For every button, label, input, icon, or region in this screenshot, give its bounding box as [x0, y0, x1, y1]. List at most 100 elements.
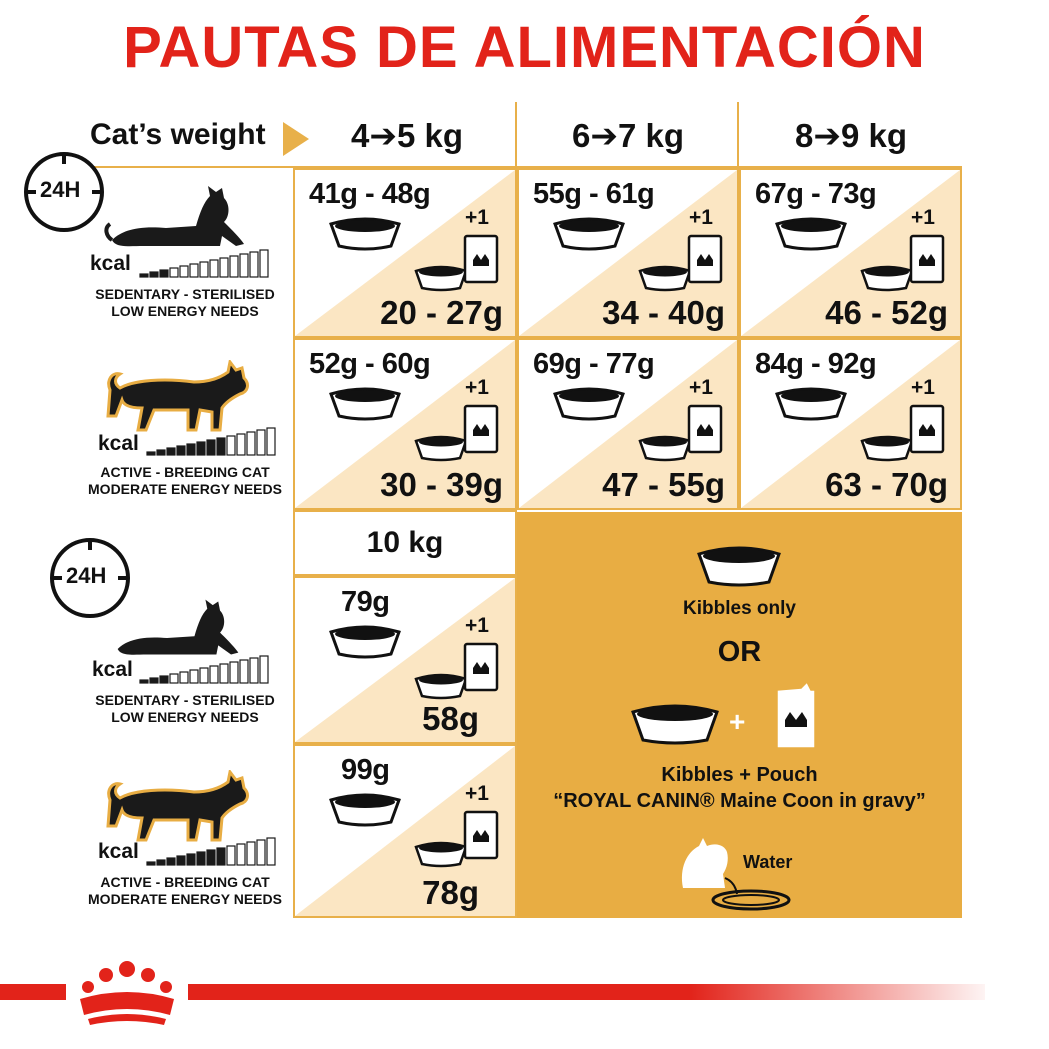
kibble-bowl-small-icon	[860, 435, 914, 462]
royal-canin-crown-logo	[66, 955, 188, 1035]
walking-cat-icon	[106, 770, 249, 842]
cell-triangle-bg	[295, 340, 515, 508]
pouch-icon	[463, 404, 499, 454]
wet-amount: 58g	[422, 700, 479, 737]
kibble-bowl-icon	[775, 387, 847, 421]
pouch-icon	[687, 234, 723, 284]
wet-amount: 78g	[422, 874, 479, 911]
dry-amount: 41g - 48g	[309, 178, 431, 210]
weight-column-10: 10 kg	[366, 526, 444, 559]
lying-cat-icon	[117, 599, 239, 655]
wet-amount: 20 - 27g	[380, 294, 503, 331]
plus-one-label: +1	[689, 376, 713, 399]
weight-column-4-5: 4➔5 kg	[350, 117, 464, 154]
header-divider	[515, 102, 517, 168]
plus-one-label: +1	[911, 376, 935, 399]
dry-amount: 67g - 73g	[755, 178, 877, 210]
or-label: OR	[717, 636, 762, 668]
ration-cell: 41g - 48g +1 20 - 27g	[293, 168, 517, 338]
kibbles-pouch-label: Kibbles + Pouch	[661, 764, 818, 786]
clock-label: 24H	[66, 563, 107, 588]
kibble-bowl-icon	[329, 217, 401, 251]
kibble-bowl-icon	[697, 546, 781, 587]
pouch-icon	[909, 404, 945, 454]
plus-one-label: +1	[689, 206, 713, 229]
profile-line1: SEDENTARY - STERILISED	[95, 286, 275, 302]
kibble-bowl-small-icon	[860, 265, 914, 292]
profile-line2: LOW ENERGY NEEDS	[111, 303, 259, 319]
profile-line2: LOW ENERGY NEEDS	[111, 709, 259, 725]
profile-description: ACTIVE - BREEDING CAT MODERATE ENERGY NE…	[60, 464, 310, 498]
ration-cell: 99g +1 78g	[293, 744, 517, 918]
product-name-label: “ROYAL CANIN® Maine Coon in gravy”	[553, 790, 926, 812]
pouch-icon	[909, 234, 945, 284]
cell-triangle-bg	[741, 170, 960, 336]
cell-triangle-bg	[741, 340, 960, 508]
kibble-bowl-icon	[631, 704, 719, 745]
weight-column-10-cell: 10 kg	[293, 510, 517, 576]
ration-cell: 67g - 73g +1 46 - 52g	[739, 168, 962, 338]
clock-24h-icon	[24, 152, 104, 232]
plus-one-label: +1	[465, 782, 489, 805]
plus-label: +	[729, 706, 746, 737]
profile-line2: MODERATE ENERGY NEEDS	[88, 891, 282, 907]
kcal-label: kcal	[98, 840, 139, 863]
dry-amount: 69g - 77g	[533, 348, 655, 380]
kibble-bowl-small-icon	[414, 265, 468, 292]
dry-amount: 99g	[341, 754, 390, 786]
walking-cat-icon	[106, 360, 249, 432]
header-divider	[737, 102, 739, 168]
dry-amount: 55g - 61g	[533, 178, 655, 210]
kibble-bowl-icon	[553, 387, 625, 421]
kcal-label: kcal	[90, 252, 131, 275]
pouch-icon	[687, 404, 723, 454]
profile-line1: ACTIVE - BREEDING CAT	[100, 874, 270, 890]
cat-drinking-water-icon	[681, 838, 791, 911]
kibble-bowl-icon	[329, 625, 401, 659]
profile-line1: ACTIVE - BREEDING CAT	[100, 464, 270, 480]
plus-one-label: +1	[911, 206, 935, 229]
ration-cell: 55g - 61g +1 34 - 40g	[517, 168, 739, 338]
kibble-bowl-small-icon	[414, 435, 468, 462]
legend-panel: Kibbles only OR + Kibbles + Pouch “ROYAL…	[517, 512, 962, 918]
cell-triangle-bg	[519, 170, 737, 336]
wet-amount: 30 - 39g	[380, 466, 503, 503]
kibble-bowl-icon	[775, 217, 847, 251]
dry-amount: 52g - 60g	[309, 348, 431, 380]
kcal-label: kcal	[98, 432, 139, 455]
profile-description: SEDENTARY - STERILISED LOW ENERGY NEEDS	[60, 692, 310, 726]
kibbles-only-label: Kibbles only	[683, 598, 796, 619]
plus-one-label: +1	[465, 376, 489, 399]
clock-24h-icon	[50, 538, 130, 618]
energy-bars-low-icon	[139, 655, 269, 684]
cell-triangle-bg	[295, 170, 515, 336]
cell-triangle-bg	[295, 746, 515, 916]
kibble-bowl-icon	[329, 793, 401, 827]
ration-cell: 84g - 92g +1 63 - 70g	[739, 338, 962, 510]
ration-cell: 52g - 60g +1 30 - 39g	[293, 338, 517, 510]
wet-amount: 46 - 52g	[825, 294, 948, 331]
plus-one-label: +1	[465, 206, 489, 229]
plus-one-label: +1	[465, 614, 489, 637]
dry-amount: 79g	[341, 586, 390, 618]
water-label: Water	[743, 852, 793, 872]
clock-label: 24H	[40, 177, 81, 202]
profile-description: ACTIVE - BREEDING CAT MODERATE ENERGY NE…	[60, 874, 310, 908]
ration-cell: 69g - 77g +1 47 - 55g	[517, 338, 739, 510]
pouch-icon	[463, 234, 499, 284]
cell-triangle-bg	[519, 340, 737, 508]
profile-line2: MODERATE ENERGY NEEDS	[88, 481, 282, 497]
ration-cell: 79g +1 58g	[293, 576, 517, 744]
lying-cat-icon	[104, 186, 244, 247]
kibble-bowl-small-icon	[414, 841, 468, 868]
play-arrow-icon	[283, 122, 309, 156]
header-rule	[80, 166, 962, 168]
energy-bars-moderate-icon	[146, 837, 276, 866]
energy-bars-moderate-icon	[146, 427, 276, 456]
pouch-icon	[463, 810, 499, 860]
profile-description: SEDENTARY - STERILISED LOW ENERGY NEEDS	[60, 286, 310, 320]
kibble-bowl-small-icon	[414, 673, 468, 700]
pouch-icon	[776, 682, 816, 749]
kcal-label: kcal	[92, 658, 133, 681]
page-title: PAUTAS DE ALIMENTACIÓN	[123, 15, 926, 80]
